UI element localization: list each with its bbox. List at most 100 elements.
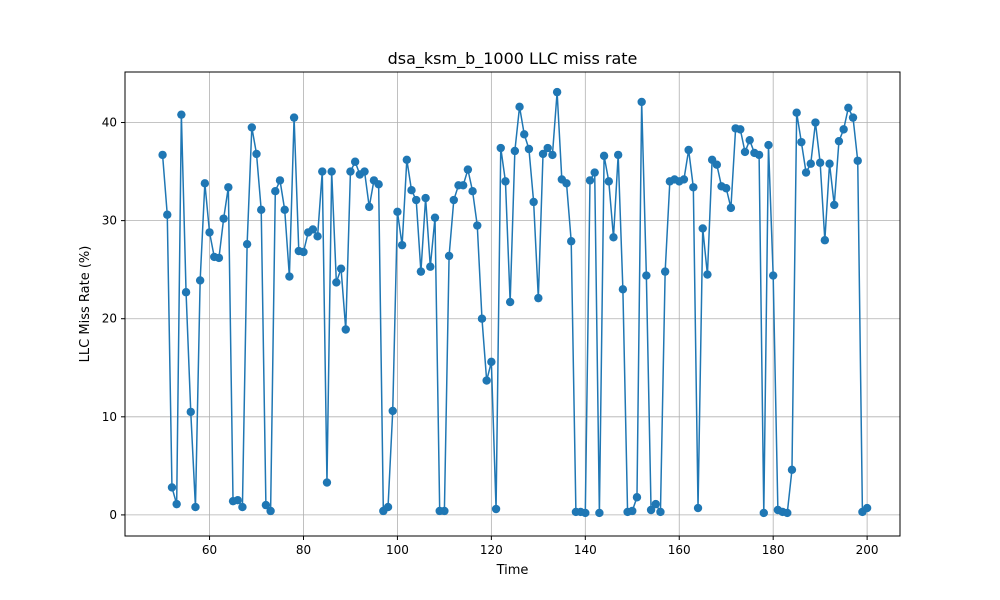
data-point <box>458 181 468 190</box>
data-point <box>191 502 200 512</box>
data-point <box>754 150 764 160</box>
data-point <box>496 143 505 153</box>
data-point <box>618 285 628 294</box>
data-point <box>365 202 374 212</box>
data-point <box>811 118 820 127</box>
data-point <box>609 233 618 242</box>
data-point <box>787 465 797 474</box>
data-point <box>693 503 703 513</box>
data-point <box>562 179 571 188</box>
data-point <box>797 137 806 147</box>
data-point <box>247 123 257 132</box>
data-point <box>552 87 562 97</box>
data-point <box>332 278 341 287</box>
data-point <box>280 205 289 215</box>
data-point <box>327 167 336 176</box>
data-point <box>515 102 524 112</box>
data-point <box>660 267 670 276</box>
data-point <box>656 507 665 517</box>
data-point <box>534 293 543 303</box>
data-point <box>289 113 299 122</box>
data-point <box>651 499 660 509</box>
data-point <box>722 184 731 193</box>
data-point <box>285 272 294 281</box>
data-point <box>421 193 430 203</box>
data-point <box>801 168 811 177</box>
data-point <box>487 357 496 367</box>
data-point <box>200 179 210 188</box>
data-point <box>318 167 327 176</box>
data-point <box>726 203 736 213</box>
y-tick-label: 0 <box>109 508 117 522</box>
data-point <box>604 177 613 186</box>
data-point <box>830 200 839 210</box>
data-point <box>407 186 416 195</box>
data-point <box>783 508 792 518</box>
data-point <box>703 270 712 279</box>
data-point <box>167 483 177 492</box>
data-point <box>383 502 393 512</box>
data-point <box>412 195 421 205</box>
data-point <box>477 314 487 323</box>
data-point <box>186 407 195 417</box>
grid <box>125 72 900 536</box>
data-point <box>350 157 360 166</box>
x-tick-label: 60 <box>202 543 217 557</box>
data-point <box>219 214 228 223</box>
series <box>158 87 872 518</box>
data-point <box>505 297 515 307</box>
data-point <box>567 237 576 246</box>
data-point <box>543 143 552 153</box>
data-point <box>510 146 520 156</box>
data-point <box>313 232 322 241</box>
data-point <box>548 150 557 160</box>
data-point <box>468 186 477 196</box>
data-point <box>374 180 383 189</box>
data-point <box>740 147 750 157</box>
data-point <box>848 113 858 122</box>
data-point <box>242 239 252 249</box>
data-point <box>815 158 825 167</box>
chart-title: dsa_ksm_b_1000 LLC miss rate <box>388 49 638 69</box>
data-point <box>745 135 754 145</box>
y-tick-label: 10 <box>102 410 117 424</box>
x-axis-label: Time <box>496 563 529 578</box>
data-point <box>491 504 501 514</box>
data-point <box>172 499 181 509</box>
y-axis-label: LLC Miss Rate (%) <box>78 246 93 363</box>
data-point <box>632 493 642 502</box>
data-point <box>158 150 167 160</box>
y-tick-label: 40 <box>102 116 117 130</box>
y-tick-label: 20 <box>102 312 117 326</box>
data-point <box>322 478 332 487</box>
data-point <box>252 149 261 159</box>
data-point <box>501 177 510 186</box>
data-point <box>336 264 346 273</box>
data-point <box>646 505 656 515</box>
data-point <box>463 165 473 174</box>
data-point <box>266 506 275 516</box>
data-point <box>590 168 599 177</box>
data-point <box>698 224 707 233</box>
data-point <box>308 225 318 234</box>
data-point <box>712 160 722 169</box>
data-point <box>233 495 242 505</box>
x-tick-label: 80 <box>296 543 311 557</box>
data-point <box>393 207 402 216</box>
data-point <box>736 125 745 134</box>
data-point <box>177 110 186 119</box>
data-point <box>839 125 848 134</box>
data-point <box>440 506 449 516</box>
x-tick-label: 140 <box>574 543 597 557</box>
data-point <box>585 176 595 185</box>
data-point <box>224 183 233 192</box>
data-point <box>473 221 482 230</box>
data-point <box>360 167 369 176</box>
x-tick-label: 100 <box>386 543 409 557</box>
y-tick-label: 30 <box>102 214 117 228</box>
data-point <box>397 240 407 250</box>
x-tick-label: 160 <box>668 543 691 557</box>
data-point <box>238 502 247 512</box>
data-point <box>341 325 350 334</box>
